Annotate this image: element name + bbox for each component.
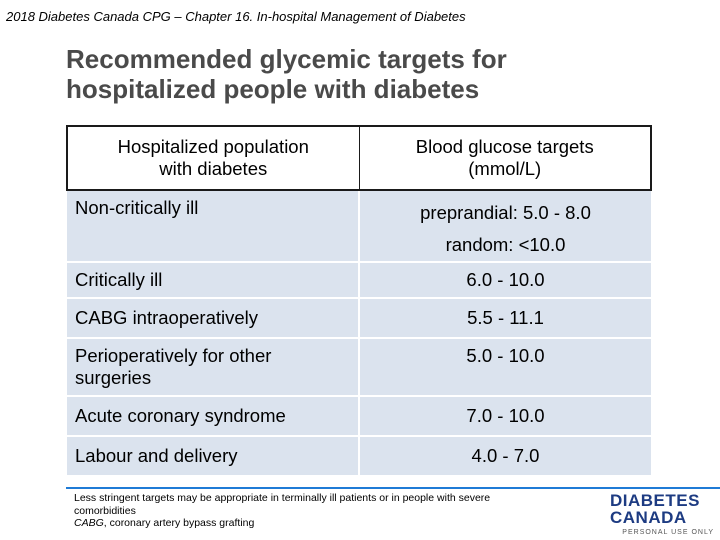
header-population-line2: with diabetes: [159, 158, 268, 179]
header-targets-line1: Blood glucose targets: [415, 136, 594, 157]
table-row: Labour and delivery 4.0 - 7.0: [67, 436, 651, 477]
target-cell: 4.0 - 7.0: [359, 436, 651, 477]
target-cell: 7.0 - 10.0: [359, 396, 651, 437]
table-row: Acute coronary syndrome 7.0 - 10.0: [67, 396, 651, 437]
abbrev-term: CABG: [74, 517, 104, 529]
slide-title: Recommended glycemic targets for hospita…: [66, 44, 666, 104]
glycemic-targets-table: Hospitalized population with diabetes Bl…: [66, 125, 652, 477]
target-cell: preprandial: 5.0 - 8.0 random: <10.0: [359, 190, 651, 263]
table-row: CABG intraoperatively 5.5 - 11.1: [67, 298, 651, 339]
population-cell: Critically ill: [67, 262, 360, 299]
abbrev-definition: , coronary artery bypass grafting: [103, 517, 255, 529]
slide-title-line1: Recommended glycemic targets for: [66, 44, 507, 74]
header-population-line1: Hospitalized population: [117, 136, 309, 157]
target-random: random: <10.0: [445, 234, 566, 255]
population-cell: Acute coronary syndrome: [67, 396, 360, 437]
population-cell: Perioperatively for other surgeries: [67, 338, 360, 397]
population-cell: Non-critically ill: [67, 190, 360, 263]
population-cell: Labour and delivery: [67, 436, 360, 477]
logo-word-diabetes: DIABETES: [610, 491, 700, 510]
logo-word-canada: CANADA: [610, 508, 687, 527]
accent-divider: [66, 487, 720, 489]
citation-header: 2018 Diabetes Canada CPG – Chapter 16. I…: [6, 9, 466, 24]
diabetes-canada-logo: DIABETES CANADA PERSONAL USE ONLY: [610, 492, 714, 538]
target-preprandial: preprandial: 5.0 - 8.0: [420, 202, 591, 223]
population-cell: CABG intraoperatively: [67, 298, 360, 339]
target-cell: 5.5 - 11.1: [359, 298, 651, 339]
footnote-line1: Less stringent targets may be appropriat…: [74, 492, 491, 504]
header-targets-line2: (mmol/L): [468, 158, 542, 179]
population-line1: Perioperatively for other: [75, 345, 272, 366]
population-line2: surgeries: [75, 367, 152, 388]
footnote-line2: comorbidities: [74, 504, 136, 517]
table-row: Perioperatively for other surgeries 5.0 …: [67, 338, 651, 397]
table-header-row: Hospitalized population with diabetes Bl…: [66, 125, 652, 191]
table-row: Critically ill 6.0 - 10.0: [67, 262, 651, 299]
target-cell: 6.0 - 10.0: [359, 262, 651, 299]
header-targets: Blood glucose targets (mmol/L): [358, 125, 652, 191]
logo-personal-use: PERSONAL USE ONLY: [622, 529, 714, 536]
target-cell: 5.0 - 10.0: [359, 338, 651, 397]
footnote-abbreviation: CABG, coronary artery bypass grafting: [74, 517, 574, 530]
header-population: Hospitalized population with diabetes: [66, 125, 359, 191]
table-row: Non-critically ill preprandial: 5.0 - 8.…: [67, 190, 651, 263]
slide-title-line2: hospitalized people with diabetes: [66, 74, 480, 104]
footnote: Less stringent targets may be appropriat…: [74, 492, 574, 530]
